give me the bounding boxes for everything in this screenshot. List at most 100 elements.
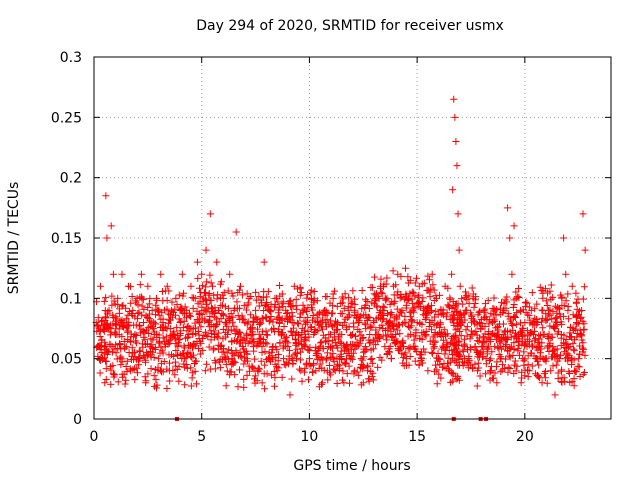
data-point [107, 366, 115, 374]
data-point [204, 332, 212, 340]
data-point [334, 335, 342, 343]
data-point [179, 292, 187, 300]
data-point [402, 319, 410, 327]
data-point [571, 325, 579, 333]
data-point [431, 361, 439, 369]
data-point [288, 332, 296, 340]
data-point [355, 316, 363, 324]
data-point [138, 294, 146, 302]
data-point [511, 313, 519, 321]
data-point [579, 295, 587, 303]
data-point [543, 316, 551, 324]
data-point [187, 312, 195, 320]
data-point [255, 365, 263, 373]
data-point [116, 340, 124, 348]
data-point [502, 304, 510, 312]
data-point [233, 298, 241, 306]
data-point [566, 369, 574, 377]
data-point [428, 270, 436, 278]
data-point [303, 308, 311, 316]
data-point [411, 292, 419, 300]
data-point [323, 355, 331, 363]
data-point [201, 315, 209, 323]
data-point [528, 341, 536, 349]
data-point [376, 333, 384, 341]
data-point [214, 307, 222, 315]
data-point [468, 331, 476, 339]
data-point [579, 345, 587, 353]
data-point [419, 294, 427, 302]
data-point [456, 318, 464, 326]
data-point [558, 366, 566, 374]
data-point [445, 365, 453, 373]
data-point [118, 333, 126, 341]
data-point [369, 336, 377, 344]
data-point [333, 302, 341, 310]
data-point [172, 347, 180, 355]
data-point [456, 282, 464, 290]
data-point [121, 344, 129, 352]
data-point [221, 303, 229, 311]
data-point [265, 305, 273, 313]
data-point [547, 367, 555, 375]
x-tick-label: 0 [90, 429, 99, 445]
data-point [549, 346, 557, 354]
data-point [136, 348, 144, 356]
data-point [173, 365, 181, 373]
data-point [138, 311, 146, 319]
data-point [96, 333, 104, 341]
data-point [102, 313, 110, 321]
data-point [223, 349, 231, 357]
data-point [249, 364, 257, 372]
data-point [310, 288, 318, 296]
data-point [166, 359, 174, 367]
data-point [262, 339, 270, 347]
data-point [203, 278, 211, 286]
data-point [108, 292, 116, 300]
data-point [132, 337, 140, 345]
data-point [201, 289, 209, 297]
data-point [332, 326, 340, 334]
data-point [353, 368, 361, 376]
data-point [303, 294, 311, 302]
data-point [581, 351, 589, 359]
data-point [541, 355, 549, 363]
data-point [334, 360, 342, 368]
data-point [536, 353, 544, 361]
data-point [236, 282, 244, 290]
data-point [363, 297, 371, 305]
data-point [458, 295, 466, 303]
data-point [570, 382, 578, 390]
grid-lines [94, 57, 611, 419]
data-point [487, 367, 495, 375]
data-point [313, 297, 321, 305]
data-point [471, 296, 479, 304]
data-point [279, 303, 287, 311]
data-point [545, 310, 553, 318]
data-point [570, 356, 578, 364]
data-point [117, 353, 125, 361]
data-point [150, 354, 158, 362]
data-point [338, 293, 346, 301]
data-point [213, 295, 221, 303]
data-point [433, 366, 441, 374]
data-point [247, 293, 255, 301]
data-point [231, 358, 239, 366]
chart-title: Day 294 of 2020, SRMTID for receiver usm… [196, 18, 504, 34]
data-point [199, 282, 207, 290]
data-point [263, 340, 271, 348]
data-point [285, 298, 293, 306]
data-point [365, 304, 373, 312]
data-point [441, 350, 449, 358]
data-point [234, 383, 242, 391]
data-point [102, 365, 110, 373]
data-point [512, 367, 520, 375]
data-point [513, 309, 521, 317]
data-point [214, 334, 222, 342]
data-point [428, 317, 436, 325]
data-point [358, 305, 366, 313]
data-point [187, 382, 195, 390]
data-point [217, 278, 225, 286]
data-point [207, 296, 215, 304]
data-point [118, 270, 126, 278]
